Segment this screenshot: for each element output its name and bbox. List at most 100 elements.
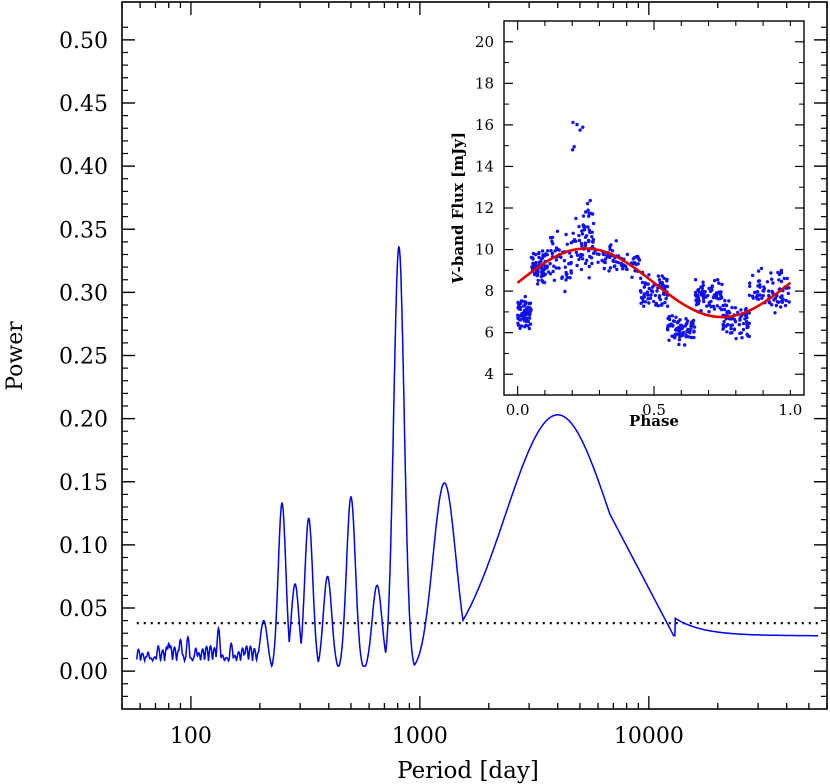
data-point — [655, 289, 659, 293]
data-point — [583, 243, 588, 248]
data-point — [526, 324, 530, 328]
data-point — [559, 255, 563, 260]
data-point — [539, 259, 543, 263]
data-point — [715, 304, 719, 308]
data-point — [611, 258, 615, 263]
data-point — [770, 303, 774, 307]
y-tick-label: 0.45 — [59, 92, 108, 117]
data-point — [707, 286, 711, 291]
x-tick-label: 1000 — [392, 724, 448, 749]
data-point — [646, 282, 650, 286]
data-point — [572, 145, 576, 149]
data-point — [699, 285, 703, 289]
data-point — [588, 254, 592, 259]
data-point — [785, 276, 789, 281]
data-point — [588, 198, 592, 203]
data-point — [546, 249, 550, 253]
data-point — [583, 241, 588, 245]
data-point — [536, 282, 540, 286]
y-tick-label: 0.25 — [59, 345, 108, 370]
data-point — [550, 235, 555, 240]
data-point — [562, 258, 567, 263]
data-point — [689, 335, 693, 340]
data-point — [616, 260, 620, 265]
data-point — [683, 324, 687, 328]
data-point — [581, 125, 585, 129]
data-point — [620, 267, 625, 271]
data-point — [719, 308, 724, 312]
inset-y-tick-label: 18 — [475, 74, 494, 92]
data-point — [584, 210, 588, 214]
data-point — [673, 336, 677, 340]
main-axis-ticks — [121, 2, 828, 709]
data-point — [580, 229, 584, 233]
data-point — [787, 300, 791, 304]
data-point — [767, 293, 771, 298]
data-point — [744, 313, 748, 317]
data-point — [767, 289, 771, 293]
data-point — [551, 242, 555, 246]
y-tick-label: 0.10 — [59, 534, 108, 559]
data-point — [778, 295, 783, 299]
x-axis-label: Period [day] — [397, 758, 539, 784]
data-point — [777, 300, 781, 304]
data-point — [756, 297, 761, 301]
data-point — [625, 252, 630, 257]
data-point — [631, 257, 635, 261]
data-point — [656, 274, 661, 278]
data-point — [730, 331, 734, 335]
data-point — [747, 293, 752, 297]
data-point — [522, 299, 526, 304]
data-point — [717, 281, 721, 285]
data-point — [723, 299, 727, 303]
data-point — [658, 281, 662, 285]
data-point — [577, 224, 581, 229]
data-point — [686, 327, 690, 332]
data-point — [521, 316, 526, 321]
x-tick-labels: 100 1000 10000 — [170, 724, 684, 749]
data-point — [541, 253, 545, 257]
data-point — [570, 148, 575, 152]
inset-x-tick-label: 0.0 — [506, 401, 530, 419]
data-point — [738, 331, 742, 336]
data-point — [688, 331, 692, 335]
data-point — [760, 296, 764, 300]
data-point — [770, 289, 774, 294]
data-point — [724, 324, 728, 328]
data-point — [587, 276, 591, 280]
data-point — [692, 335, 696, 340]
data-point — [591, 221, 596, 226]
data-point — [582, 228, 587, 232]
y-tick-label: 0.50 — [59, 29, 108, 54]
data-point — [564, 232, 568, 237]
data-point — [580, 244, 584, 248]
data-point — [671, 323, 675, 328]
data-point — [647, 273, 651, 277]
data-point — [645, 290, 650, 294]
data-point — [585, 258, 589, 263]
data-point — [732, 328, 737, 332]
data-point — [553, 249, 557, 253]
data-point — [722, 319, 726, 324]
data-point — [664, 296, 668, 301]
data-point — [574, 250, 578, 255]
y-axis-label: Power — [3, 321, 28, 391]
data-point — [586, 238, 591, 243]
data-point — [673, 332, 677, 337]
data-point — [569, 269, 573, 273]
data-point — [577, 257, 581, 262]
data-point — [755, 290, 760, 294]
y-tick-label: 0.20 — [59, 408, 108, 433]
data-point — [690, 323, 694, 328]
data-point — [531, 256, 535, 260]
data-point — [772, 298, 776, 302]
data-point — [580, 232, 585, 236]
data-point — [560, 276, 564, 280]
inset-x-tick-labels: 0.0 0.5 1.0 — [506, 401, 803, 419]
data-point — [555, 229, 560, 233]
data-point — [609, 243, 613, 247]
data-point — [739, 308, 743, 312]
data-point — [732, 317, 737, 322]
data-point — [537, 255, 541, 260]
